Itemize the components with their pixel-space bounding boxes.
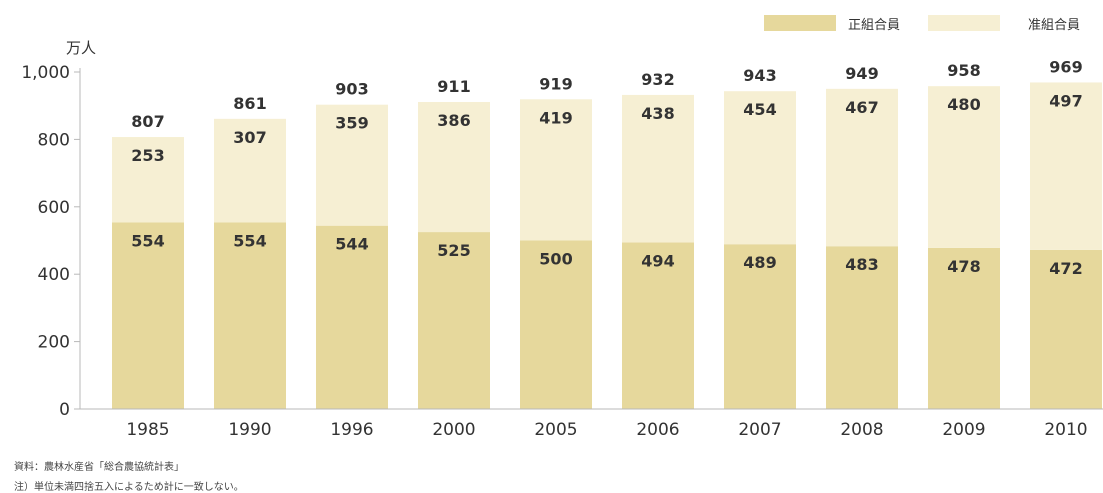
legend-label-associate: 准組合員 <box>1028 18 1081 33</box>
data-label-associate: 253 <box>131 146 164 165</box>
x-tick-label: 2006 <box>636 420 679 440</box>
footnote: 注）単位未満四捨五入によるため計に一致しない。 <box>14 482 244 493</box>
data-label-regular: 500 <box>539 250 572 269</box>
legend-swatch-regular <box>764 15 836 31</box>
data-label-regular: 525 <box>437 241 470 260</box>
data-label-associate: 480 <box>947 95 980 114</box>
y-tick-label: 1,000 <box>21 63 70 83</box>
bar-associate <box>112 137 184 223</box>
data-label-associate: 497 <box>1049 91 1082 110</box>
data-label-associate: 386 <box>437 111 470 130</box>
x-tick-label: 2010 <box>1044 420 1087 440</box>
data-label-associate: 454 <box>743 100 776 119</box>
data-label-regular: 478 <box>947 257 980 276</box>
bar-regular <box>1030 249 1102 409</box>
x-tick-label: 2005 <box>534 420 577 440</box>
bar-regular <box>622 242 694 409</box>
y-tick-label: 200 <box>38 333 70 353</box>
bar-regular <box>112 222 184 409</box>
data-label-total: 932 <box>641 70 674 89</box>
x-tick-label: 2000 <box>432 420 475 440</box>
data-label-regular: 489 <box>743 253 776 272</box>
data-label-total: 911 <box>437 77 470 96</box>
bar-regular <box>724 244 796 409</box>
source-note: 資料：農林水産省「総合農協統計表」 <box>14 462 184 473</box>
bar-associate <box>1030 82 1102 250</box>
data-label-regular: 554 <box>233 231 266 250</box>
y-tick-label: 600 <box>38 198 70 218</box>
bar-regular <box>928 247 1000 409</box>
bar-regular <box>520 240 592 409</box>
data-label-regular: 483 <box>845 255 878 274</box>
bar-regular <box>826 246 898 409</box>
bar-regular <box>214 222 286 409</box>
y-tick-label: 400 <box>38 265 70 285</box>
data-label-associate: 307 <box>233 128 266 147</box>
bar-associate <box>316 104 388 226</box>
data-label-regular: 554 <box>131 231 164 250</box>
x-tick-label: 2007 <box>738 420 781 440</box>
y-tick-label: 0 <box>59 400 70 420</box>
bar-associate <box>724 91 796 245</box>
x-tick-label: 1990 <box>228 420 271 440</box>
data-label-regular: 494 <box>641 252 674 271</box>
data-label-total: 807 <box>131 112 164 131</box>
data-label-regular: 544 <box>335 235 368 254</box>
data-label-total: 903 <box>335 80 368 99</box>
data-label-regular: 472 <box>1049 259 1082 278</box>
y-axis-unit-label: 万人 <box>66 39 97 57</box>
x-tick-label: 2009 <box>942 420 985 440</box>
data-label-associate: 419 <box>539 108 572 127</box>
data-label-associate: 467 <box>845 98 878 117</box>
x-tick-label: 2008 <box>840 420 883 440</box>
bar-associate <box>928 86 1000 248</box>
y-tick-label: 800 <box>38 130 70 150</box>
legend-label-regular: 正組合員 <box>848 18 901 33</box>
data-label-associate: 359 <box>335 114 368 133</box>
bar-associate <box>214 118 286 223</box>
bar-regular <box>418 232 490 409</box>
legend-swatch-associate <box>928 15 1000 31</box>
bar-associate <box>520 99 592 241</box>
data-label-associate: 438 <box>641 104 674 123</box>
data-label-total: 949 <box>845 64 878 83</box>
bar-regular <box>316 225 388 409</box>
x-tick-label: 1996 <box>330 420 373 440</box>
bar-associate <box>418 101 490 233</box>
data-label-total: 919 <box>539 74 572 93</box>
data-label-total: 861 <box>233 94 266 113</box>
x-tick-label: 1985 <box>126 420 169 440</box>
bar-associate <box>622 94 694 243</box>
data-label-total: 969 <box>1049 57 1082 76</box>
bar-associate <box>826 88 898 247</box>
data-label-total: 943 <box>743 66 776 85</box>
data-label-total: 958 <box>947 61 980 80</box>
